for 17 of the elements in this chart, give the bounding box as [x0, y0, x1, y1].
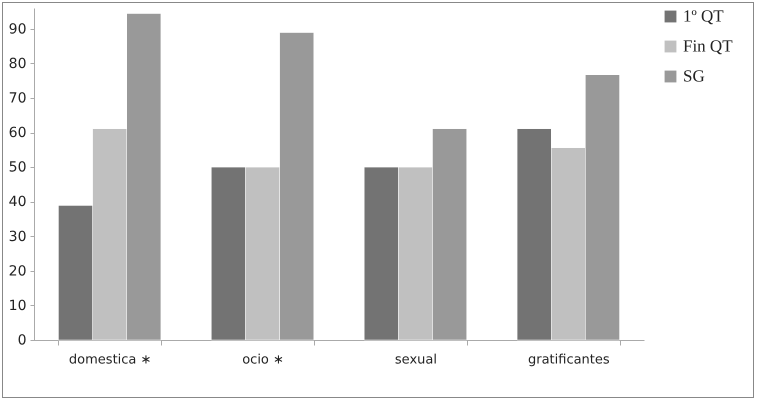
x-tick-label: ocio ∗: [242, 352, 284, 368]
x-tick-label: sexual: [394, 352, 437, 368]
legend-label: SG: [683, 66, 705, 86]
x-tick-label: domestica ∗: [68, 352, 152, 368]
y-tick-label: 20: [8, 263, 26, 280]
legend-label: Fin QT: [683, 36, 734, 56]
y-tick-label: 0: [18, 332, 26, 348]
y-tick-label: 60: [8, 125, 26, 141]
y-tick-label: 70: [8, 90, 26, 106]
y-tick-label: 40: [8, 194, 26, 210]
x-tick-label: gratificantes: [528, 352, 610, 368]
y-tick-label: 10: [8, 298, 26, 314]
y-tick-label: 30: [8, 228, 26, 245]
y-tick-label: 80: [8, 56, 26, 72]
legend-label: 1º QT: [683, 6, 724, 26]
y-tick-label: 90: [8, 21, 26, 38]
y-tick-label: 50: [8, 160, 26, 176]
